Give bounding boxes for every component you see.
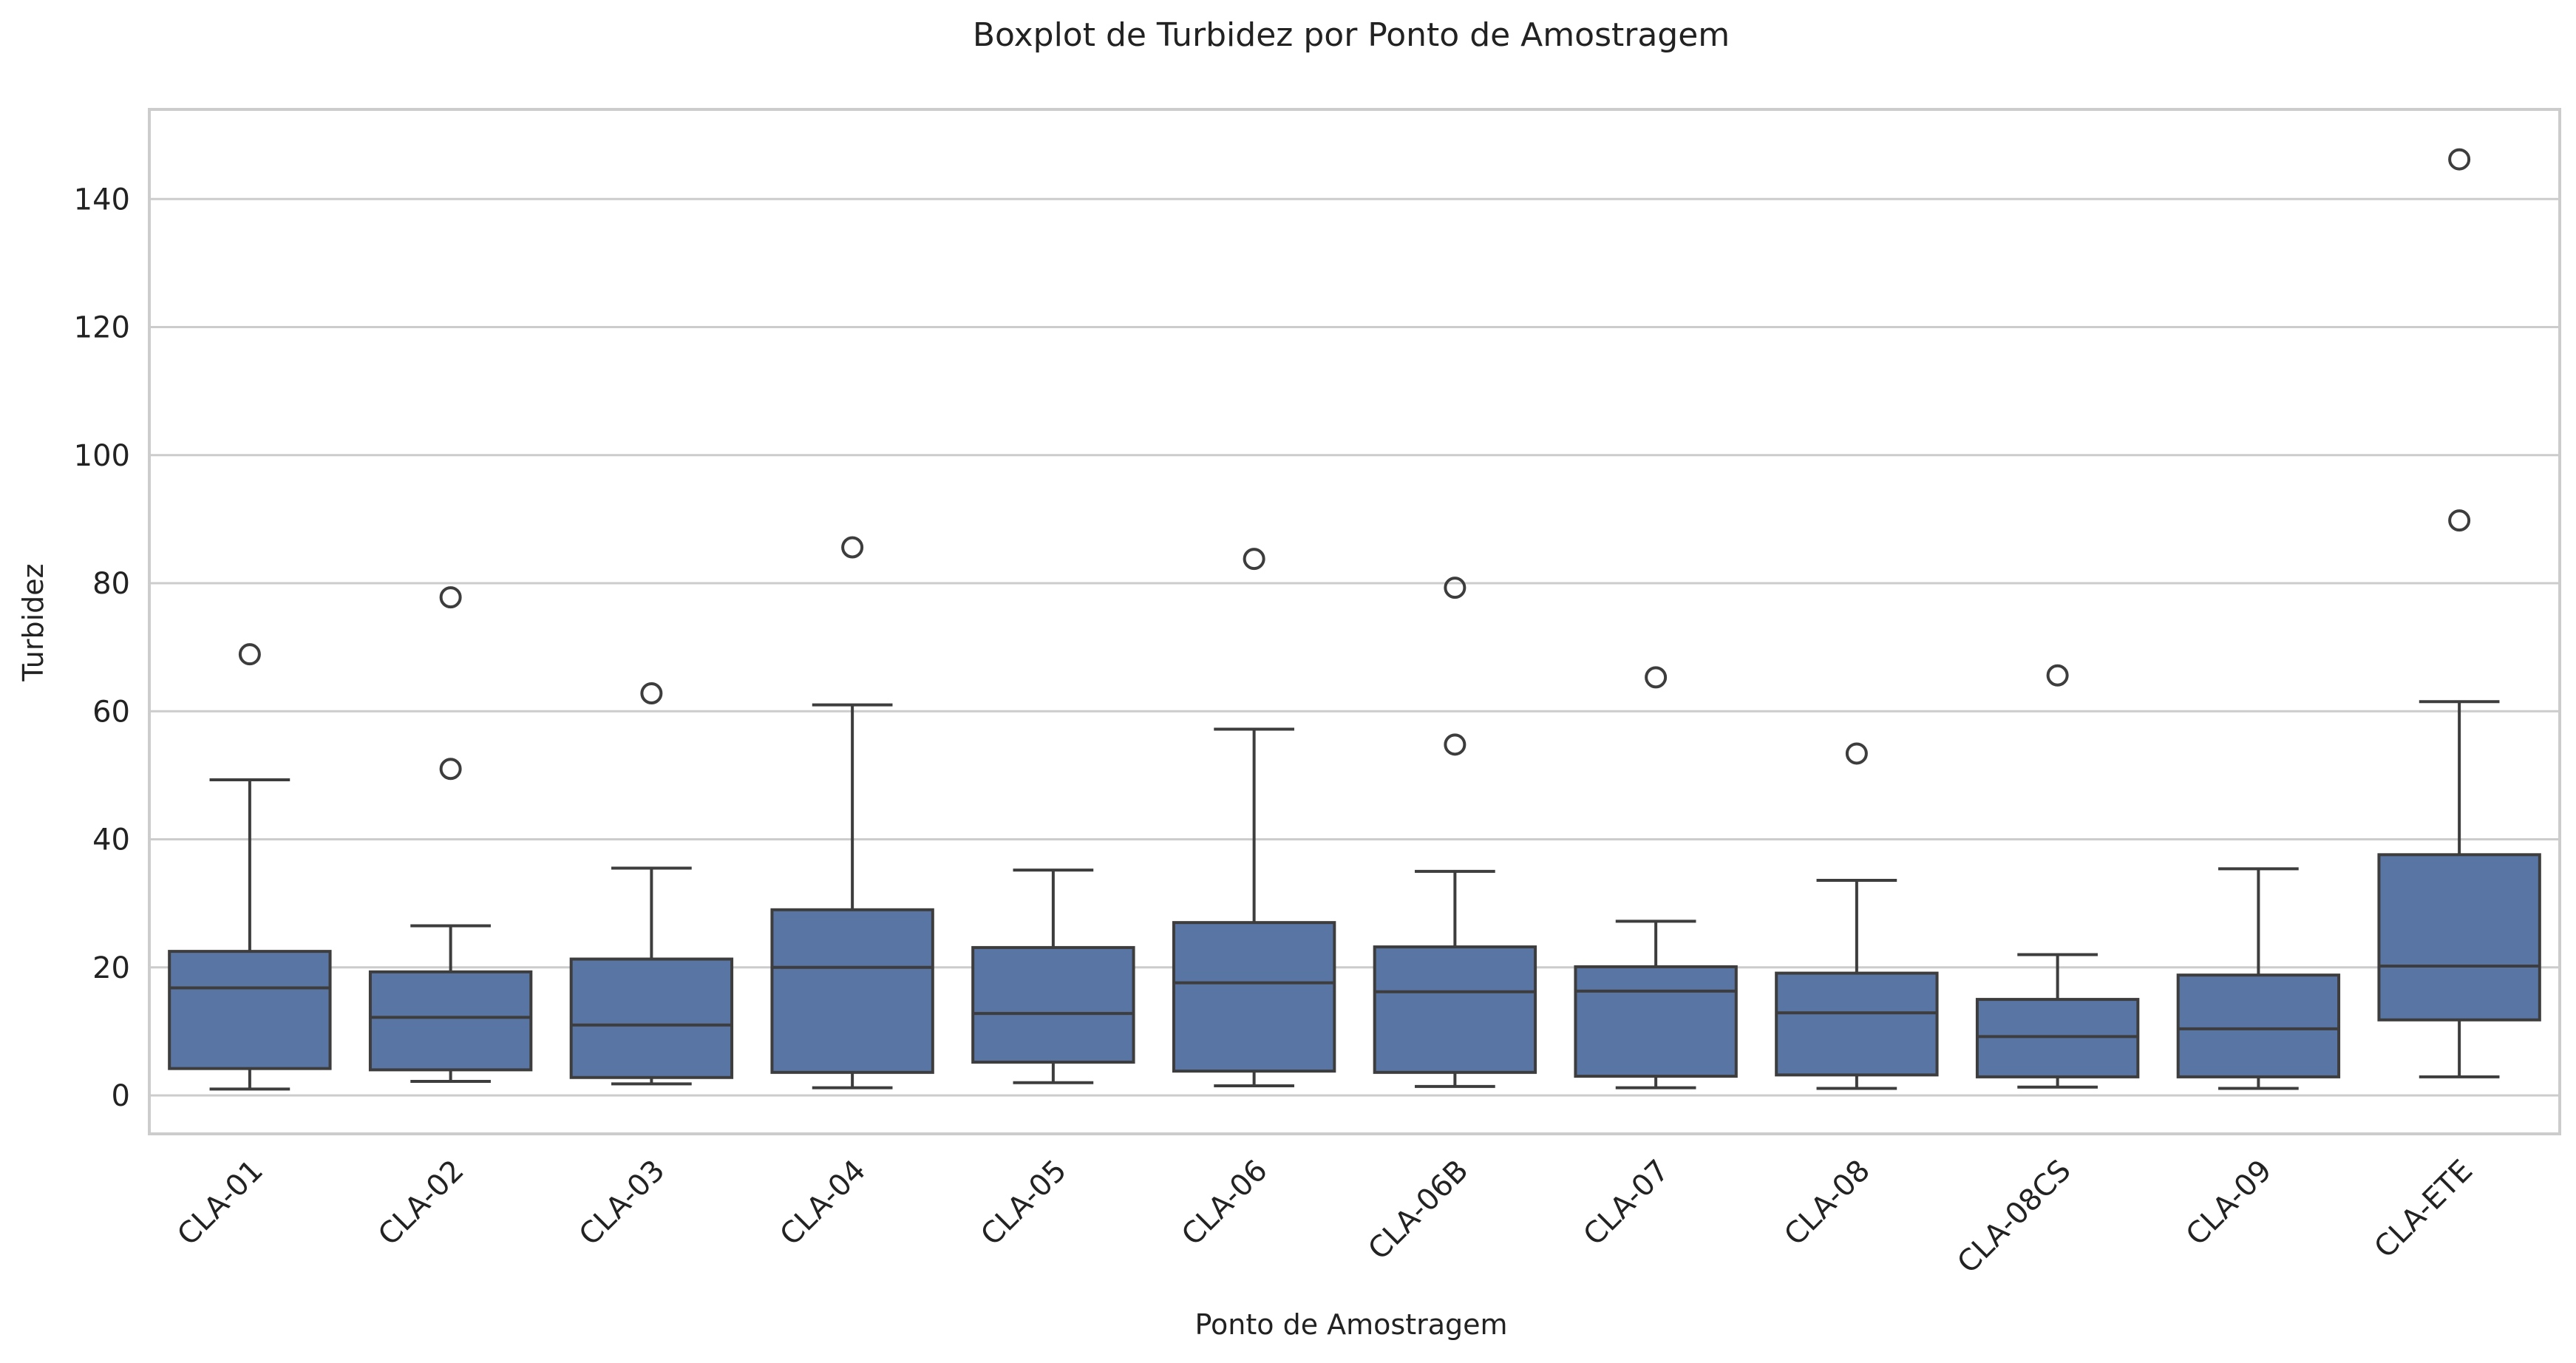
outlier-point [1243,548,1265,571]
outlier-point [2448,509,2471,532]
chart-title: Boxplot de Turbidez por Ponto de Amostra… [973,16,1730,54]
y-tick-label: 120 [74,311,130,345]
box-group-cla-01 [168,643,332,1091]
y-tick-label: 140 [74,183,130,217]
x-tick-label: CLA-03 [573,1154,672,1253]
box-group-cla-09 [2176,867,2341,1090]
y-tick-label: 100 [74,439,130,473]
outlier-point [439,586,462,609]
iqr-box [770,908,934,1074]
iqr-box [1574,965,1738,1078]
box-group-cla-03 [569,682,734,1086]
x-tick-label: CLA-06B [1362,1154,1475,1267]
x-tick-label: CLA-07 [1577,1154,1676,1253]
iqr-box [168,950,332,1070]
iqr-box [971,945,1135,1064]
box-group-cla-06b [1373,577,1537,1088]
x-tick-label: CLA-02 [372,1154,471,1253]
box-group-cla-08 [1775,742,1939,1090]
iqr-box [1775,971,1939,1077]
iqr-box [368,970,533,1072]
outlier-point [841,536,864,559]
y-tick-label: 80 [92,567,130,601]
outlier-point [2448,148,2471,171]
x-tick-label: CLA-08 [1778,1154,1877,1253]
box-group-cla-05 [971,869,1135,1084]
y-tick-labels: 0 20 40 60 80 100 120 140 [74,183,130,1113]
iqr-box [1172,921,1336,1073]
box-group-cla-06 [1172,548,1336,1088]
iqr-box [1975,998,2140,1078]
outlier-point [1444,733,1467,756]
y-tick-label: 60 [92,695,130,729]
box-group-cla-ete [2377,148,2541,1078]
x-tick-label: CLA-06 [1175,1154,1274,1253]
gridlines [149,197,2560,1097]
outlier-point [1444,577,1467,599]
iqr-box [2377,853,2541,1022]
box-group-cla-02 [368,586,533,1083]
outlier-point [2046,664,2069,687]
plot-area-frame [148,108,2561,1135]
box-group-cla-04 [770,536,934,1090]
y-axis-label: Turbidez [17,563,50,682]
box-group-cla-07 [1574,666,1738,1090]
iqr-box [569,957,734,1079]
outlier-point [1845,742,1868,765]
x-tick-label: CLA-ETE [2368,1154,2480,1265]
box-series [168,148,2541,1091]
box-group-cla-08cs [1975,664,2140,1089]
x-tick-label: CLA-08CS [1951,1154,2077,1280]
x-tick-labels: CLA-01 CLA-02 CLA-03 CLA-04 CLA-05 CLA-06 CLA-… [171,1154,2479,1280]
x-tick-label: CLA-09 [2180,1154,2279,1253]
x-tick-label: CLA-05 [974,1154,1073,1253]
x-tick-label: CLA-01 [171,1154,270,1253]
y-tick-label: 0 [112,1079,130,1113]
outlier-point [640,682,663,705]
y-tick-label: 40 [92,823,130,857]
x-tick-label: CLA-04 [774,1154,873,1253]
x-axis-label: Ponto de Amostragem [1194,1308,1507,1341]
y-tick-label: 20 [92,951,130,985]
outlier-point [439,758,462,781]
iqr-box [2176,973,2341,1078]
iqr-box [1373,945,1537,1074]
outlier-point [238,643,261,666]
outlier-point [1645,666,1668,689]
